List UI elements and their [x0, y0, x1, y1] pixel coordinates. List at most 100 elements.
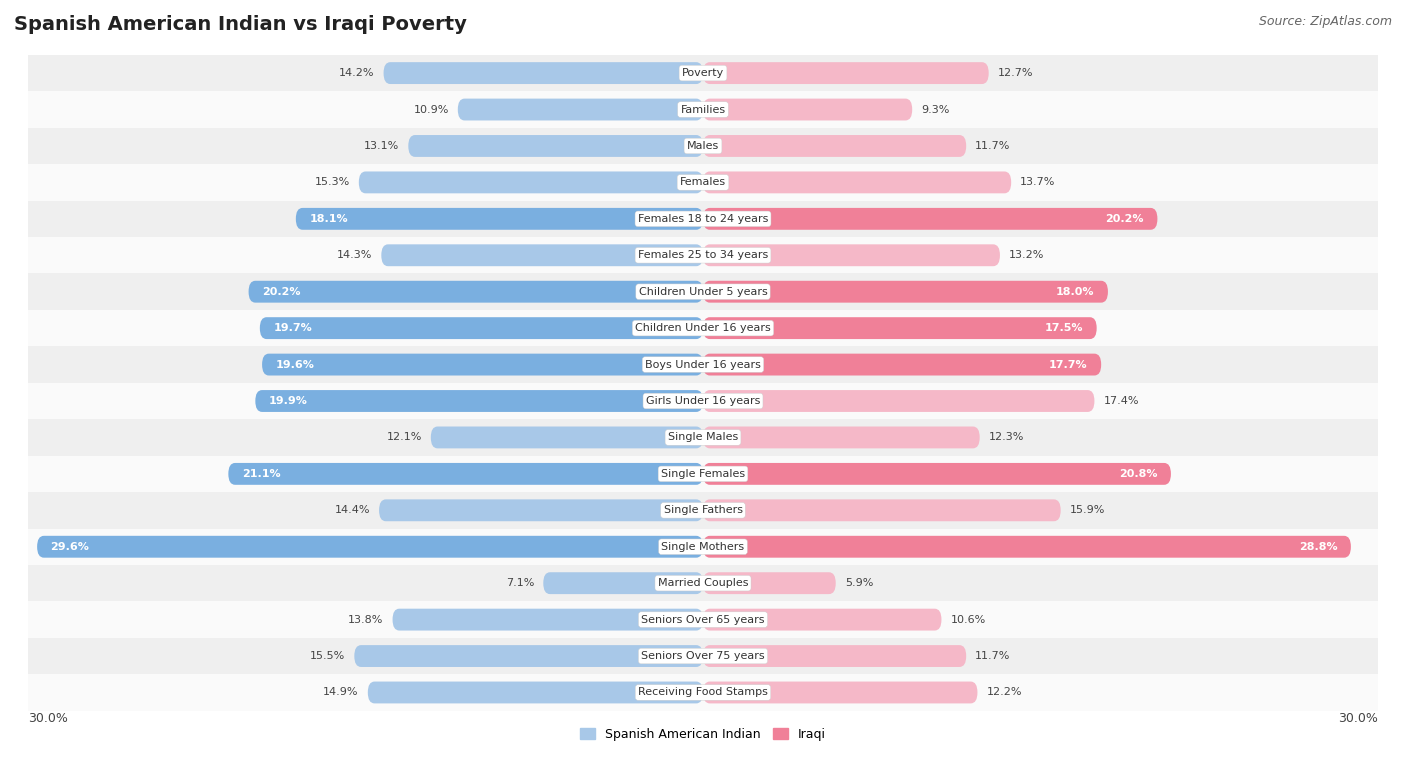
FancyBboxPatch shape: [703, 609, 942, 631]
Bar: [28, 310, 1378, 346]
Text: 20.8%: 20.8%: [1119, 469, 1157, 479]
Text: 10.9%: 10.9%: [413, 105, 449, 114]
Bar: [28, 565, 1378, 601]
Text: 9.3%: 9.3%: [921, 105, 949, 114]
Bar: [28, 528, 1378, 565]
FancyBboxPatch shape: [703, 135, 966, 157]
FancyBboxPatch shape: [368, 681, 703, 703]
FancyBboxPatch shape: [703, 99, 912, 121]
FancyBboxPatch shape: [458, 99, 703, 121]
FancyBboxPatch shape: [262, 354, 703, 375]
Text: Single Males: Single Males: [668, 433, 738, 443]
Text: 18.0%: 18.0%: [1056, 287, 1094, 296]
FancyBboxPatch shape: [703, 427, 980, 449]
Text: Married Couples: Married Couples: [658, 578, 748, 588]
Text: 13.1%: 13.1%: [364, 141, 399, 151]
FancyBboxPatch shape: [703, 463, 1171, 485]
FancyBboxPatch shape: [703, 244, 1000, 266]
Text: Single Females: Single Females: [661, 469, 745, 479]
FancyBboxPatch shape: [703, 62, 988, 84]
Bar: [28, 274, 1378, 310]
Text: 30.0%: 30.0%: [1339, 712, 1378, 725]
Text: 17.5%: 17.5%: [1045, 323, 1083, 333]
Text: 5.9%: 5.9%: [845, 578, 873, 588]
Text: 12.7%: 12.7%: [998, 68, 1033, 78]
Text: 29.6%: 29.6%: [51, 542, 90, 552]
Text: 19.9%: 19.9%: [269, 396, 308, 406]
Text: 13.2%: 13.2%: [1010, 250, 1045, 260]
FancyBboxPatch shape: [703, 645, 966, 667]
Text: Boys Under 16 years: Boys Under 16 years: [645, 359, 761, 370]
FancyBboxPatch shape: [543, 572, 703, 594]
Bar: [28, 675, 1378, 711]
Text: 11.7%: 11.7%: [976, 141, 1011, 151]
Text: Source: ZipAtlas.com: Source: ZipAtlas.com: [1258, 15, 1392, 28]
Text: Poverty: Poverty: [682, 68, 724, 78]
Text: Single Mothers: Single Mothers: [661, 542, 745, 552]
Text: Females: Females: [681, 177, 725, 187]
FancyBboxPatch shape: [703, 208, 1157, 230]
Text: Children Under 16 years: Children Under 16 years: [636, 323, 770, 333]
Text: 30.0%: 30.0%: [28, 712, 67, 725]
Text: 15.5%: 15.5%: [311, 651, 346, 661]
FancyBboxPatch shape: [295, 208, 703, 230]
Text: 11.7%: 11.7%: [976, 651, 1011, 661]
FancyBboxPatch shape: [381, 244, 703, 266]
Text: 15.3%: 15.3%: [315, 177, 350, 187]
FancyBboxPatch shape: [703, 500, 1060, 522]
FancyBboxPatch shape: [703, 572, 835, 594]
Text: 28.8%: 28.8%: [1299, 542, 1337, 552]
Text: 17.7%: 17.7%: [1049, 359, 1088, 370]
Text: 19.7%: 19.7%: [273, 323, 312, 333]
FancyBboxPatch shape: [256, 390, 703, 412]
FancyBboxPatch shape: [249, 280, 703, 302]
Legend: Spanish American Indian, Iraqi: Spanish American Indian, Iraqi: [575, 723, 831, 746]
Text: Spanish American Indian vs Iraqi Poverty: Spanish American Indian vs Iraqi Poverty: [14, 15, 467, 34]
Text: 21.1%: 21.1%: [242, 469, 280, 479]
Bar: [28, 637, 1378, 675]
Text: 20.2%: 20.2%: [262, 287, 301, 296]
FancyBboxPatch shape: [408, 135, 703, 157]
FancyBboxPatch shape: [703, 317, 1097, 339]
Bar: [28, 383, 1378, 419]
Text: 13.7%: 13.7%: [1021, 177, 1056, 187]
Bar: [28, 346, 1378, 383]
Text: Single Fathers: Single Fathers: [664, 506, 742, 515]
FancyBboxPatch shape: [703, 390, 1094, 412]
Text: 19.6%: 19.6%: [276, 359, 315, 370]
FancyBboxPatch shape: [380, 500, 703, 522]
Text: Females 18 to 24 years: Females 18 to 24 years: [638, 214, 768, 224]
Text: Children Under 5 years: Children Under 5 years: [638, 287, 768, 296]
Text: Girls Under 16 years: Girls Under 16 years: [645, 396, 761, 406]
Text: 14.9%: 14.9%: [323, 688, 359, 697]
Text: 14.4%: 14.4%: [335, 506, 370, 515]
Text: 20.2%: 20.2%: [1105, 214, 1144, 224]
Text: 12.2%: 12.2%: [987, 688, 1022, 697]
Text: Seniors Over 75 years: Seniors Over 75 years: [641, 651, 765, 661]
Bar: [28, 91, 1378, 128]
Bar: [28, 164, 1378, 201]
Text: 13.8%: 13.8%: [349, 615, 384, 625]
Bar: [28, 492, 1378, 528]
FancyBboxPatch shape: [354, 645, 703, 667]
Text: 12.3%: 12.3%: [988, 433, 1024, 443]
FancyBboxPatch shape: [703, 536, 1351, 558]
Text: 10.6%: 10.6%: [950, 615, 986, 625]
FancyBboxPatch shape: [430, 427, 703, 449]
Bar: [28, 128, 1378, 164]
Bar: [28, 55, 1378, 91]
FancyBboxPatch shape: [703, 171, 1011, 193]
FancyBboxPatch shape: [703, 681, 977, 703]
Bar: [28, 237, 1378, 274]
Bar: [28, 201, 1378, 237]
FancyBboxPatch shape: [260, 317, 703, 339]
Text: Females 25 to 34 years: Females 25 to 34 years: [638, 250, 768, 260]
Text: 7.1%: 7.1%: [506, 578, 534, 588]
Text: Seniors Over 65 years: Seniors Over 65 years: [641, 615, 765, 625]
FancyBboxPatch shape: [228, 463, 703, 485]
Bar: [28, 419, 1378, 456]
FancyBboxPatch shape: [703, 280, 1108, 302]
FancyBboxPatch shape: [384, 62, 703, 84]
Bar: [28, 601, 1378, 637]
Text: 14.2%: 14.2%: [339, 68, 374, 78]
